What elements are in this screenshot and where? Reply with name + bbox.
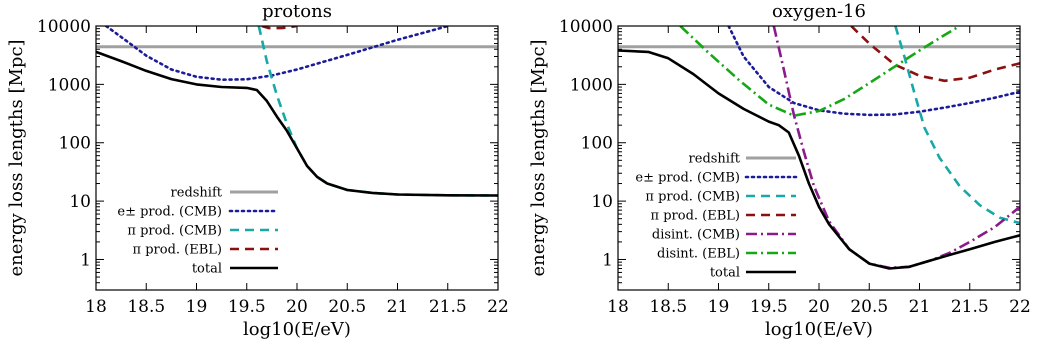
- x-tick-label: 20: [808, 297, 830, 317]
- x-tick-label: 18.5: [649, 297, 687, 317]
- x-tick-label: 22: [1009, 297, 1031, 317]
- x-tick-label: 18: [85, 297, 107, 317]
- legend: redshift e± prod. (CMB) π prod. (CMB) π pro…: [117, 186, 280, 277]
- series-line: [850, 26, 1020, 83]
- chart-title: protons: [262, 1, 332, 22]
- y-tick-label: 10: [69, 192, 91, 212]
- series-group: [618, 26, 1020, 270]
- legend-label: total: [192, 262, 222, 277]
- legend-label: π prod. (CMB): [645, 190, 740, 205]
- y-tick-label: 1: [80, 250, 91, 270]
- y-tick-label: 100: [59, 134, 91, 154]
- legend-label: π prod. (EBL): [651, 209, 740, 224]
- series-line: [96, 50, 498, 197]
- y-tick-label: 10: [591, 192, 613, 212]
- legend-label: disint. (CMB): [652, 228, 740, 243]
- series-line: [727, 26, 1020, 117]
- y-tick-label: 1000: [570, 75, 613, 95]
- series-line: [618, 49, 1020, 270]
- plot-frame: [95, 25, 499, 291]
- x-axis-label: log10(E/eV): [243, 319, 351, 340]
- x-tick-label: 20.5: [328, 297, 366, 317]
- y-tick-label: 10000: [559, 17, 613, 37]
- series-line: [679, 26, 961, 117]
- legend-label: disint. (EBL): [657, 247, 740, 262]
- legend-label: e± prod. (CMB): [117, 205, 222, 220]
- x-tick-label: 19: [186, 297, 208, 317]
- x-tick-label: 20.5: [850, 297, 888, 317]
- y-tick-label: 10000: [37, 17, 91, 37]
- series-line: [261, 26, 298, 30]
- y-tick-label: 1: [602, 250, 613, 270]
- x-axis-label: log10(E/eV): [765, 319, 873, 340]
- x-tick-label: 21.5: [951, 297, 989, 317]
- x-tick-label: 18.5: [127, 297, 165, 317]
- chart-title: oxygen-16: [772, 1, 866, 22]
- y-axis-label: energy loss lengths [Mpc]: [6, 39, 27, 276]
- series-line: [257, 26, 498, 197]
- x-tick-label: 21: [387, 297, 409, 317]
- series-line: [894, 26, 1020, 225]
- legend: redshift e± prod. (CMB) π prod. (CMB) π pro…: [635, 152, 798, 281]
- chart-panel-2: oxygen-16 energy loss lengths [Mpc] log10(…: [528, 1, 1031, 340]
- series-line: [772, 26, 1020, 270]
- x-tick-label: 19.5: [228, 297, 266, 317]
- y-tick-label: 1000: [48, 75, 91, 95]
- x-tick-label: 22: [487, 297, 509, 317]
- x-tick-label: 20: [286, 297, 308, 317]
- x-tick-label: 21.5: [429, 297, 467, 317]
- x-tick-label: 19.5: [750, 297, 788, 317]
- x-tick-label: 18: [607, 297, 629, 317]
- legend-label: total: [710, 266, 740, 281]
- x-tick-label: 19: [708, 297, 730, 317]
- y-tick-label: 100: [581, 134, 613, 154]
- x-tick-label: 21: [909, 297, 931, 317]
- chart-panel-1: protons energy loss lengths [Mpc] log10(E/…: [6, 1, 509, 340]
- legend-label: redshift: [689, 152, 741, 167]
- legend-label: π prod. (CMB): [127, 224, 222, 239]
- legend-label: redshift: [171, 186, 223, 201]
- y-axis-label: energy loss lengths [Mpc]: [528, 39, 549, 276]
- series-group: [96, 26, 498, 197]
- legend-label: π prod. (EBL): [133, 243, 222, 258]
- plot-frame: [617, 25, 1021, 291]
- legend-label: e± prod. (CMB): [635, 171, 740, 186]
- series-line: [104, 26, 450, 81]
